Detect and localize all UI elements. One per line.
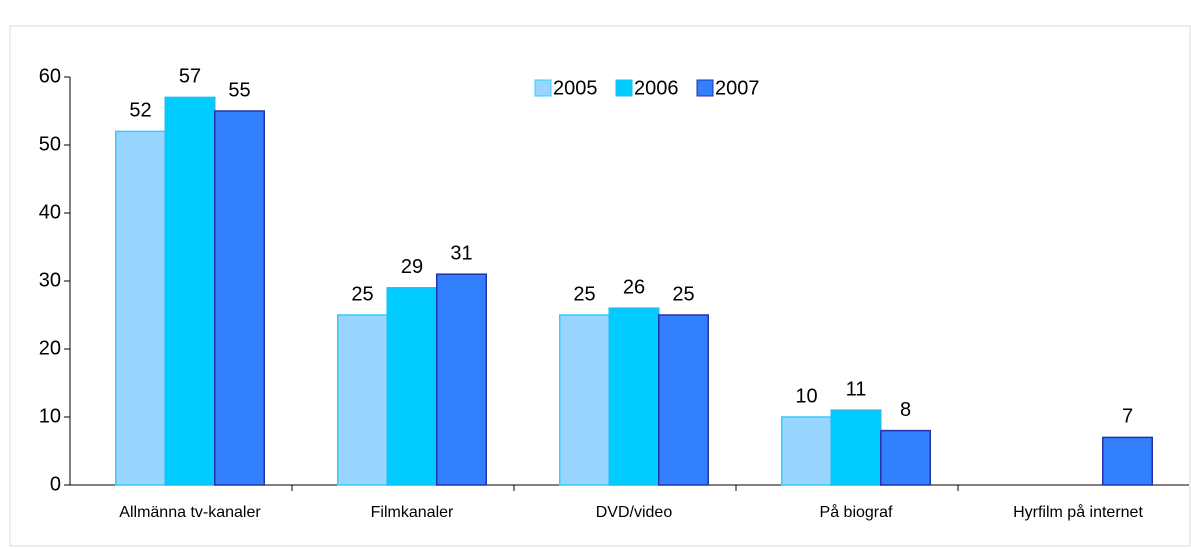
value-label: 57	[179, 66, 201, 88]
legend-swatch	[615, 79, 633, 97]
bar	[214, 110, 265, 486]
y-tick-label: 10	[39, 405, 61, 427]
value-label: 10	[795, 385, 817, 407]
x-tick-label: Filmkanaler	[371, 504, 454, 521]
value-label: 25	[573, 283, 595, 305]
legend-swatch	[534, 79, 552, 97]
y-tick-label: 0	[50, 473, 61, 495]
y-tick-label: 20	[39, 337, 61, 359]
value-label: 11	[846, 378, 867, 400]
value-label: 25	[672, 283, 694, 305]
x-tick-label: DVD/video	[596, 504, 673, 521]
value-label: 8	[900, 399, 911, 421]
y-tick-label: 30	[39, 269, 61, 291]
value-label: 29	[401, 256, 423, 278]
value-label: 31	[450, 242, 472, 264]
bar	[337, 314, 388, 486]
y-tick-label: 50	[39, 133, 61, 155]
value-label: 7	[1122, 406, 1133, 428]
bar	[1102, 436, 1153, 486]
legend-label: 2005	[553, 77, 598, 99]
value-label: 52	[129, 100, 151, 122]
value-label: 55	[228, 79, 250, 101]
y-tick-label: 40	[39, 201, 61, 223]
bar	[658, 314, 709, 486]
x-tick-label: Allmänna tv-kanaler	[119, 504, 261, 521]
bar	[115, 130, 166, 486]
chart-frame	[9, 25, 1191, 547]
bar	[386, 287, 438, 486]
bar	[164, 96, 216, 486]
y-tick-label: 60	[39, 65, 61, 87]
bar	[880, 429, 931, 486]
bar	[436, 273, 487, 486]
bar	[559, 314, 610, 486]
legend-swatch	[696, 79, 714, 97]
bar	[781, 416, 832, 486]
x-tick-label: På biograf	[820, 503, 893, 521]
value-label: 25	[351, 283, 373, 305]
value-label: 26	[623, 276, 645, 298]
bar	[608, 307, 660, 486]
x-tick-label: Hyrfilm på internet	[1013, 503, 1143, 521]
legend-label: 2006	[634, 77, 679, 99]
bar	[830, 409, 882, 486]
legend-label: 2007	[715, 77, 760, 99]
